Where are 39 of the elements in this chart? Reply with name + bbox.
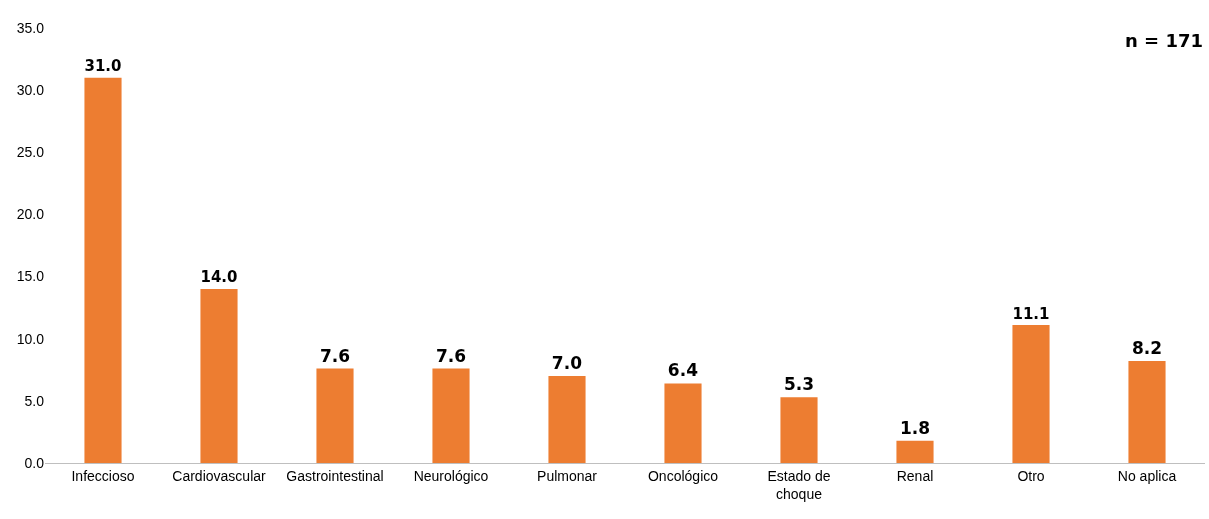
bar xyxy=(780,397,818,463)
data-label: 8.2 xyxy=(1131,338,1163,359)
x-tick-label: Otro xyxy=(1017,467,1045,484)
y-tick-label: 30.0 xyxy=(16,82,45,99)
data-label: 5.3 xyxy=(783,374,815,395)
x-tick-label: Cardiovascular xyxy=(172,467,267,484)
y-tick-label: 15.0 xyxy=(16,268,45,285)
x-tick-label: Neurológico xyxy=(413,467,489,484)
bar xyxy=(896,440,934,463)
data-label: 31.0 xyxy=(84,57,122,76)
data-label: 7.6 xyxy=(319,345,351,366)
data-label: 6.4 xyxy=(667,360,699,381)
data-label: 7.0 xyxy=(551,353,583,373)
x-tick-label: Gastrointestinal xyxy=(286,467,384,484)
bar xyxy=(84,77,122,463)
bar xyxy=(548,376,586,463)
bar xyxy=(316,368,354,463)
y-tick-label: 10.0 xyxy=(16,330,45,347)
x-tick-label: Oncológico xyxy=(647,467,719,484)
y-tick-label: 5.0 xyxy=(24,392,45,409)
data-label: 1.8 xyxy=(899,417,931,438)
data-label: 14.0 xyxy=(200,268,238,287)
x-tick-label: Infeccioso xyxy=(71,467,135,484)
x-tick-label: Pulmonar xyxy=(537,467,598,484)
y-tick-label: 25.0 xyxy=(16,144,45,161)
bar xyxy=(664,383,702,463)
y-tick-label: 35.0 xyxy=(16,19,45,36)
bar xyxy=(200,289,238,463)
bar xyxy=(1128,361,1166,463)
y-tick-label: 20.0 xyxy=(16,206,45,223)
y-tick-label: 0.0 xyxy=(24,454,45,471)
bar xyxy=(432,368,470,463)
data-label: 11.1 xyxy=(1012,304,1050,323)
x-tick-label: Estado de choque xyxy=(767,467,831,502)
data-label: 7.6 xyxy=(435,345,467,366)
x-tick-label: Renal xyxy=(896,467,934,484)
bar xyxy=(1012,325,1050,463)
annotation: n = 171 xyxy=(1125,30,1204,51)
x-tick-label: No aplica xyxy=(1117,467,1177,484)
